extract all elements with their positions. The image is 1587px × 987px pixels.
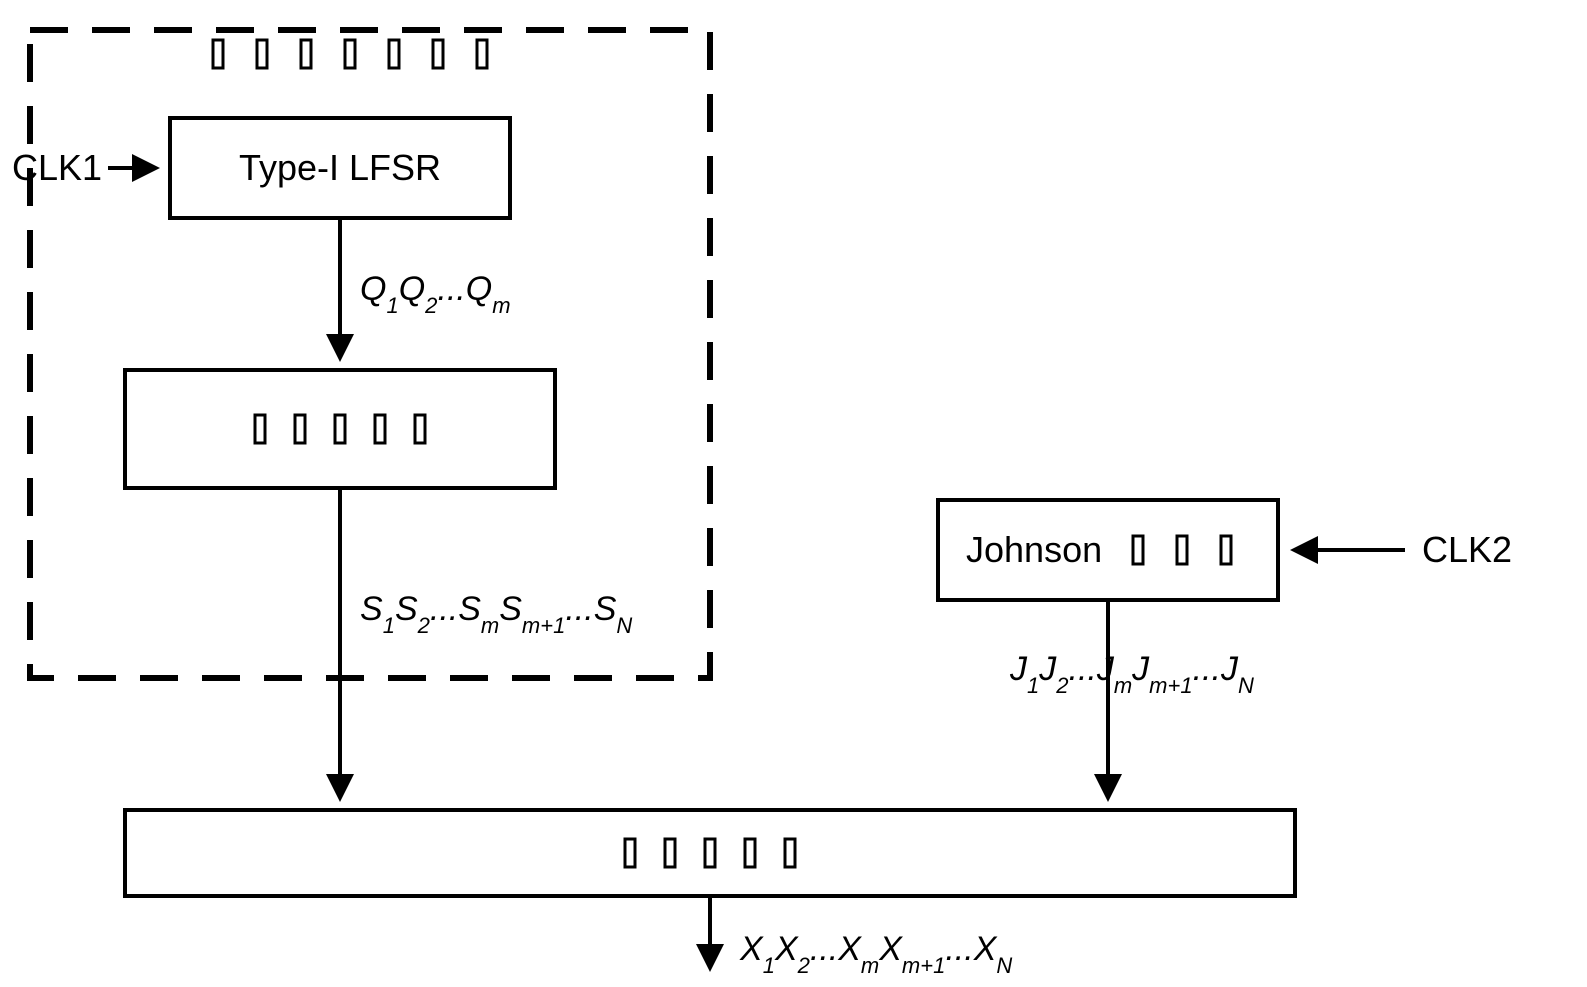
- block-diagram: Type-I LFSR CLK1 Q1Q2...Qm S1S2...SmSm+1...…: [0, 0, 1587, 987]
- svg-text:X1X2...XmXm+1...XN: X1X2...XmXm+1...XN: [739, 930, 1012, 978]
- top-tick: [301, 40, 311, 68]
- top-tick: [345, 40, 355, 68]
- top-tick: [433, 40, 443, 68]
- svg-text:S1S2...SmSm+1...SN: S1S2...SmSm+1...SN: [360, 590, 632, 638]
- clk2-label: CLK2: [1422, 529, 1512, 570]
- johnson-label: Johnson: [966, 529, 1102, 570]
- top-tick: [477, 40, 487, 68]
- svg-text:J1J2...JmJm+1...JN: J1J2...JmJm+1...JN: [1009, 650, 1254, 698]
- svg-text:Q1Q2...Qm: Q1Q2...Qm: [360, 270, 511, 318]
- lfsr-label: Type-I LFSR: [239, 147, 441, 188]
- top-tick: [213, 40, 223, 68]
- top-tick: [389, 40, 399, 68]
- top-tick: [257, 40, 267, 68]
- clk1-label: CLK1: [12, 147, 102, 188]
